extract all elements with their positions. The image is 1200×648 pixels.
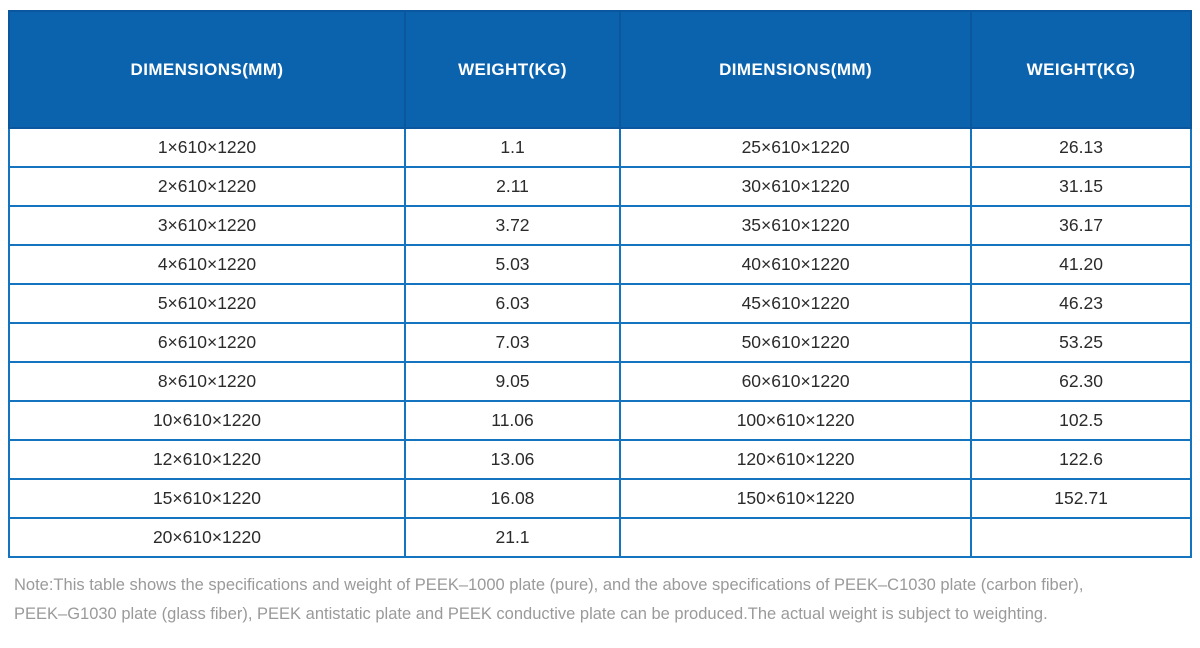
weight-left-cell: 1.1 (403, 127, 622, 168)
dimensions-left-cell: 15×610×1220 (8, 478, 406, 519)
table-row: 2×610×1220 2.11 30×610×1220 31.15 (8, 166, 1192, 207)
table-row: 5×610×1220 6.03 45×610×1220 46.23 (8, 283, 1192, 324)
dimensions-right-cell: 50×610×1220 (619, 322, 973, 363)
table-row: 12×610×1220 13.06 120×610×1220 122.6 (8, 439, 1192, 480)
table-header: DIMENSIONS(MM) WEIGHT(KG) DIMENSIONS(MM)… (8, 10, 1192, 129)
spec-weight-table: DIMENSIONS(MM) WEIGHT(KG) DIMENSIONS(MM)… (8, 10, 1192, 558)
weight-right-cell: 152.71 (970, 478, 1192, 519)
dimensions-right-cell: 45×610×1220 (619, 283, 973, 324)
dimensions-left-cell: 20×610×1220 (8, 517, 406, 558)
dimensions-right-cell (619, 517, 973, 558)
dimensions-right-cell: 150×610×1220 (619, 478, 973, 519)
weight-left-cell: 16.08 (403, 478, 622, 519)
weight-right-cell: 41.20 (970, 244, 1192, 285)
weight-left-cell: 5.03 (403, 244, 622, 285)
weight-left-cell: 6.03 (403, 283, 622, 324)
dimensions-left-cell: 5×610×1220 (8, 283, 406, 324)
dimensions-right-cell: 40×610×1220 (619, 244, 973, 285)
weight-left-cell: 11.06 (403, 400, 622, 441)
dimensions-left-cell: 8×610×1220 (8, 361, 406, 402)
weight-left-cell: 7.03 (403, 322, 622, 363)
dimensions-left-cell: 6×610×1220 (8, 322, 406, 363)
dimensions-right-cell: 25×610×1220 (619, 127, 973, 168)
weight-right-cell (970, 517, 1192, 558)
note-text: Note:This table shows the specifications… (14, 571, 1188, 629)
table-row: 8×610×1220 9.05 60×610×1220 62.30 (8, 361, 1192, 402)
table-row: 10×610×1220 11.06 100×610×1220 102.5 (8, 400, 1192, 441)
dimensions-left-cell: 10×610×1220 (8, 400, 406, 441)
column-header-weight-left: WEIGHT(KG) (403, 10, 622, 129)
dimensions-right-cell: 100×610×1220 (619, 400, 973, 441)
weight-right-cell: 62.30 (970, 361, 1192, 402)
table-row: 4×610×1220 5.03 40×610×1220 41.20 (8, 244, 1192, 285)
weight-right-cell: 26.13 (970, 127, 1192, 168)
table-row: 1×610×1220 1.1 25×610×1220 26.13 (8, 127, 1192, 168)
weight-right-cell: 31.15 (970, 166, 1192, 207)
weight-left-cell: 21.1 (403, 517, 622, 558)
dimensions-right-cell: 30×610×1220 (619, 166, 973, 207)
note-line-2: PEEK–G1030 plate (glass fiber), PEEK ant… (14, 605, 1048, 623)
weight-left-cell: 13.06 (403, 439, 622, 480)
dimensions-right-cell: 35×610×1220 (619, 205, 973, 246)
table-row: 6×610×1220 7.03 50×610×1220 53.25 (8, 322, 1192, 363)
note-line-1: Note:This table shows the specifications… (14, 576, 1084, 594)
weight-right-cell: 122.6 (970, 439, 1192, 480)
dimensions-left-cell: 1×610×1220 (8, 127, 406, 168)
weight-right-cell: 46.23 (970, 283, 1192, 324)
column-header-dimensions-left: DIMENSIONS(MM) (8, 10, 406, 129)
column-header-dimensions-right: DIMENSIONS(MM) (619, 10, 973, 129)
dimensions-left-cell: 12×610×1220 (8, 439, 406, 480)
dimensions-left-cell: 2×610×1220 (8, 166, 406, 207)
table-row: 3×610×1220 3.72 35×610×1220 36.17 (8, 205, 1192, 246)
dimensions-left-cell: 4×610×1220 (8, 244, 406, 285)
weight-right-cell: 36.17 (970, 205, 1192, 246)
dimensions-right-cell: 120×610×1220 (619, 439, 973, 480)
table-row: 20×610×1220 21.1 (8, 517, 1192, 558)
dimensions-right-cell: 60×610×1220 (619, 361, 973, 402)
weight-right-cell: 102.5 (970, 400, 1192, 441)
weight-right-cell: 53.25 (970, 322, 1192, 363)
weight-left-cell: 3.72 (403, 205, 622, 246)
column-header-weight-right: WEIGHT(KG) (970, 10, 1192, 129)
dimensions-left-cell: 3×610×1220 (8, 205, 406, 246)
weight-left-cell: 2.11 (403, 166, 622, 207)
weight-left-cell: 9.05 (403, 361, 622, 402)
table-row: 15×610×1220 16.08 150×610×1220 152.71 (8, 478, 1192, 519)
header-row: DIMENSIONS(MM) WEIGHT(KG) DIMENSIONS(MM)… (8, 10, 1192, 129)
table-body: 1×610×1220 1.1 25×610×1220 26.13 2×610×1220 2… (8, 127, 1192, 558)
